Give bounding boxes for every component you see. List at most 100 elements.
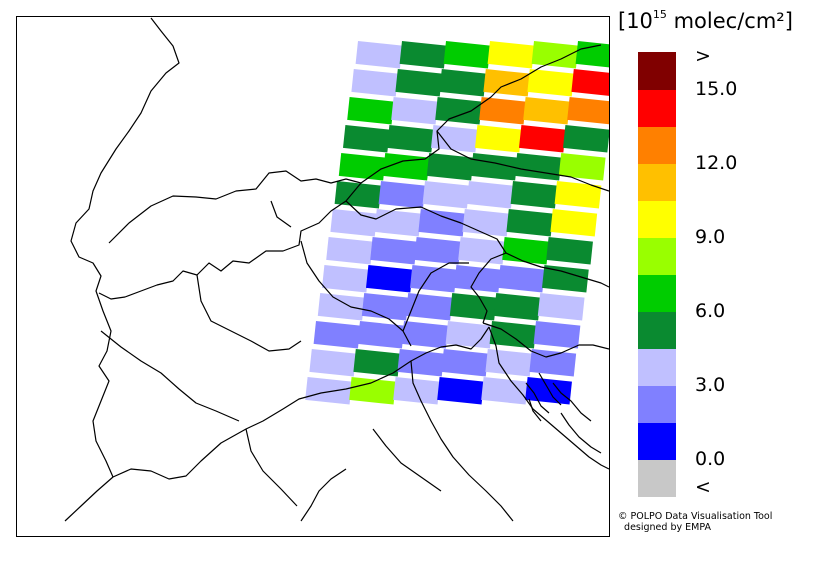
swath-pixel	[527, 69, 575, 97]
swath-pixel	[409, 265, 457, 293]
colorbar-swatch	[638, 422, 676, 460]
swath-pixel	[401, 320, 449, 349]
colorbar	[638, 52, 676, 497]
swath-pixel	[422, 181, 470, 209]
swath-pixel	[453, 265, 501, 293]
colorbar-swatch	[638, 311, 676, 349]
border-line	[196, 274, 302, 352]
border-line	[402, 262, 469, 332]
colorbar-swatch	[638, 89, 676, 127]
swath-pixel	[430, 125, 478, 153]
colorbar-swatch	[638, 348, 676, 386]
swath-pixel	[443, 41, 491, 69]
border-line	[300, 240, 412, 347]
swath-pixel	[523, 97, 570, 125]
swath-pixel	[386, 125, 434, 153]
swath-pixel	[487, 41, 535, 69]
swath-pixel	[313, 320, 361, 349]
swath-pixel	[361, 293, 409, 321]
swath-pixel	[502, 237, 549, 265]
swath-pixel	[575, 41, 609, 69]
border-line	[505, 252, 609, 288]
colorbar-swatch	[638, 200, 676, 238]
swath-pixel	[466, 181, 514, 209]
swath-pixel	[533, 320, 581, 349]
swath-pixel	[382, 153, 430, 181]
border-line	[360, 44, 602, 184]
swath-pixel	[397, 349, 445, 377]
swath-pixel	[550, 208, 598, 237]
swath-pixel	[529, 349, 577, 377]
swath-pixel	[439, 69, 487, 97]
colorbar-tick-label: 6.0	[695, 300, 726, 322]
swath-pixel	[321, 265, 369, 293]
border-line	[436, 130, 609, 192]
swath-pixel	[510, 181, 558, 209]
border-line	[245, 428, 298, 507]
coastline	[488, 326, 609, 470]
swath-pixel	[347, 97, 394, 125]
swath-pixel	[546, 237, 593, 265]
swath-pixel	[449, 293, 497, 321]
map-canvas[interactable]	[17, 17, 610, 537]
swath-pixel	[365, 265, 413, 293]
swath-pixel	[405, 293, 453, 321]
swath-pixel	[493, 293, 541, 321]
coastline	[538, 372, 562, 406]
swath-pixel	[370, 237, 417, 265]
swath-pixel	[435, 97, 482, 125]
colorbar-swatch	[638, 459, 676, 497]
swath-pixel	[481, 377, 528, 405]
swath-pixel	[342, 124, 390, 153]
swath-pixel	[330, 209, 378, 237]
swath-pixel	[558, 153, 606, 181]
swath-pixel	[309, 349, 357, 377]
map-panel[interactable]	[16, 16, 610, 537]
colorbar-tick-label: 12.0	[695, 152, 738, 174]
border-line	[70, 17, 180, 478]
colorbar-swatch	[638, 274, 676, 312]
coastline	[525, 382, 550, 414]
swath-pixel	[518, 124, 566, 153]
legend-title: [1015 molec/cm²]	[618, 8, 793, 33]
colorbar-swatch	[638, 163, 676, 201]
colorbar-tick-label: 3.0	[695, 374, 726, 396]
swath-pixel	[470, 153, 518, 181]
colorbar-swatch	[638, 126, 676, 164]
swath-pixel	[445, 321, 493, 349]
colorbar-tick-label: 9.0	[695, 226, 726, 248]
swath-pixel	[378, 181, 426, 209]
swath-pixel	[437, 377, 484, 405]
colorbar-swatch	[638, 237, 676, 275]
borders-layer	[64, 17, 609, 522]
swath-pixel	[479, 97, 526, 125]
colorbar-tick-label: >	[695, 45, 711, 67]
colorbar-swatch	[638, 385, 676, 423]
swath-pixel	[374, 209, 422, 237]
swath-pixel	[349, 377, 396, 405]
swath-pixel	[514, 153, 562, 181]
swath-pixel	[506, 209, 554, 237]
swath-pixel	[462, 209, 510, 237]
coastline	[560, 412, 602, 454]
colorbar-tick-label: 15.0	[695, 78, 738, 100]
border-line	[270, 200, 292, 228]
swath-pixel	[441, 349, 489, 377]
coastline	[552, 382, 592, 422]
border-line	[345, 200, 507, 324]
coastline	[528, 398, 542, 422]
swath-pixel	[541, 265, 589, 293]
swath-pixel	[418, 208, 466, 237]
swath-pixel	[414, 237, 461, 265]
swath-pixel	[426, 153, 474, 181]
colorbar-swatch	[638, 52, 676, 90]
swath-pixel	[537, 293, 585, 321]
border-line	[98, 170, 362, 300]
swath-pixel	[474, 125, 522, 153]
coastline	[64, 326, 490, 522]
satellite-swath	[305, 41, 609, 405]
colorbar-tick-label: <	[695, 476, 711, 498]
swath-pixel	[531, 41, 579, 69]
swath-pixel	[351, 69, 399, 97]
swath-pixel	[399, 41, 447, 69]
